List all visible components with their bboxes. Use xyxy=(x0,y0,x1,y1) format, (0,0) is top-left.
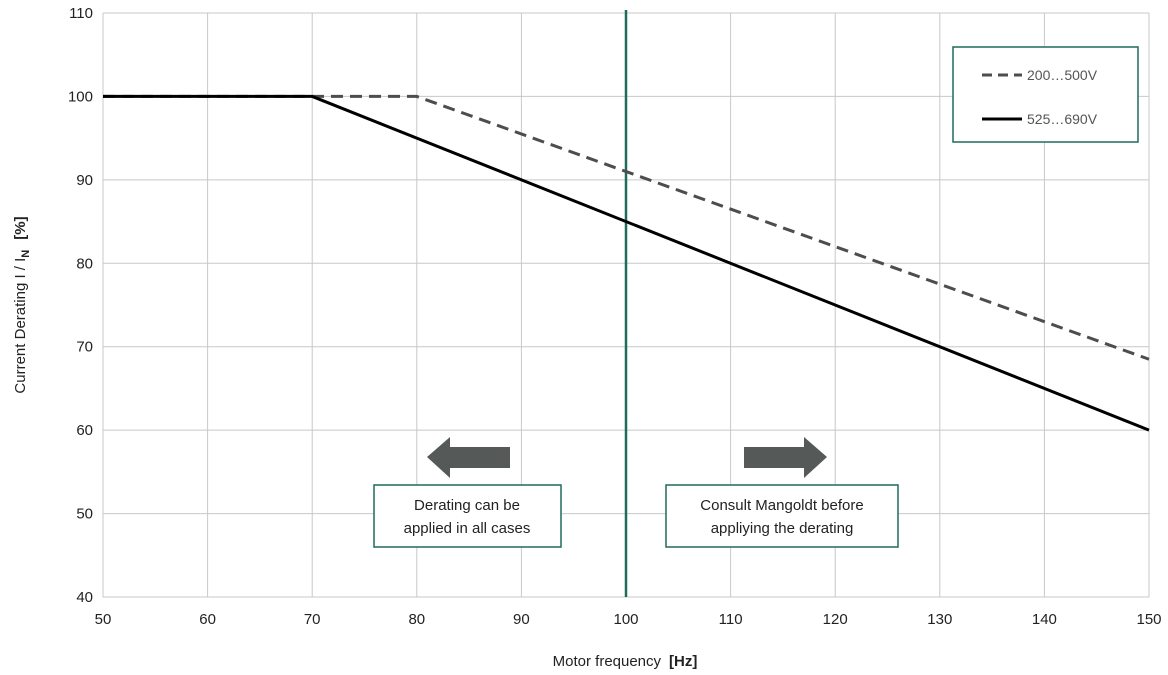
series-group xyxy=(103,94,1150,432)
callout-left-line-2: applied in all cases xyxy=(404,520,531,537)
x-tick-label-120: 120 xyxy=(823,611,848,628)
x-axis-title: Motor frequency [Hz] xyxy=(553,653,698,670)
x-tick-label-60: 60 xyxy=(199,611,216,628)
legend-frame xyxy=(952,46,1139,143)
annotation-left: Derating can be applied in all cases xyxy=(373,437,562,548)
x-tick-label-150: 150 xyxy=(1136,611,1161,628)
x-tick-label-130: 130 xyxy=(927,611,952,628)
y-tick-label-90: 90 xyxy=(76,172,93,189)
arrow-right-icon xyxy=(744,437,827,478)
callout-box-right xyxy=(665,484,899,548)
legend-label-1: 525…690V xyxy=(1027,111,1098,127)
callout-right-line-1: Consult Mangoldt before xyxy=(700,497,863,514)
x-tick-label-50: 50 xyxy=(95,611,112,628)
y-tick-label-50: 50 xyxy=(76,506,93,523)
y-axis-title: Current Derating I / IN[%] xyxy=(12,216,32,393)
x-tick-label-140: 140 xyxy=(1032,611,1057,628)
y-tick-label-100: 100 xyxy=(68,88,93,105)
callout-box-left xyxy=(373,484,562,548)
y-tick-label-80: 80 xyxy=(76,255,93,272)
callout-left-line-1: Derating can be xyxy=(414,497,520,514)
series-line-1 xyxy=(103,94,1150,432)
legend-label-0: 200…500V xyxy=(1027,67,1098,83)
y-tick-label-110: 110 xyxy=(69,5,93,22)
x-tick-label-80: 80 xyxy=(408,611,425,628)
arrow-left-icon xyxy=(427,437,510,478)
x-tick-label-100: 100 xyxy=(613,611,638,628)
callout-right-line-2: appliying the derating xyxy=(711,520,854,537)
x-tick-label-90: 90 xyxy=(513,611,530,628)
y-tick-label-60: 60 xyxy=(76,422,93,439)
y-tick-label-40: 40 xyxy=(76,589,93,606)
tick-labels: 50 60 70 80 90 100 110 120 130 140 150405060708090… xyxy=(68,5,1162,628)
annotation-right: Consult Mangoldt before appliying the de… xyxy=(665,437,899,548)
x-tick-label-110: 110 xyxy=(719,611,743,628)
legend: 200…500V 525…690V xyxy=(952,46,1139,143)
x-tick-label-70: 70 xyxy=(304,611,321,628)
y-tick-label-70: 70 xyxy=(76,339,93,356)
